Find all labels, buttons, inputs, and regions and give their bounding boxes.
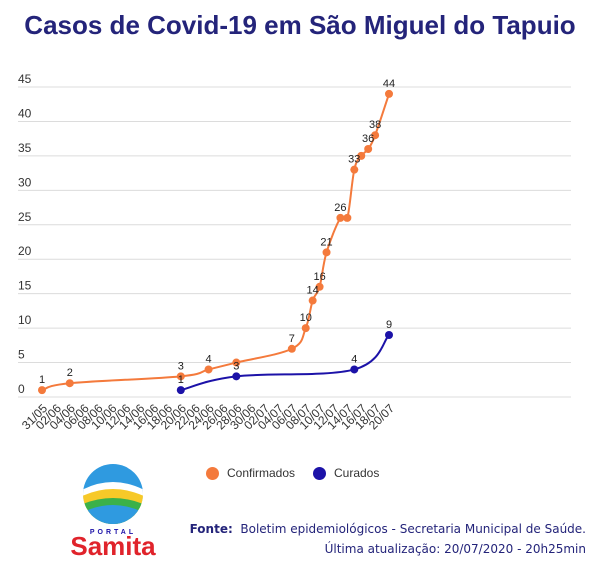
chart-title: Casos de Covid-19 em São Miguel do Tapui… xyxy=(24,10,576,40)
data-label: 36 xyxy=(362,133,374,145)
legend-item-confirmados[interactable]: Confirmados xyxy=(206,466,295,480)
data-label: 4 xyxy=(351,353,357,365)
y-tick-label: 20 xyxy=(18,244,32,258)
y-tick-label: 5 xyxy=(18,348,25,362)
data-point-confirmados[interactable] xyxy=(336,213,345,222)
source-label: Fonte: xyxy=(189,522,233,536)
data-point-curados[interactable] xyxy=(232,372,241,381)
line-chart: 0 5 10 15 20 25 30 35 40 45 31/0502/0604/0606/060… xyxy=(18,72,571,432)
data-label: 44 xyxy=(383,78,395,90)
data-label: 10 xyxy=(300,312,312,324)
data-label: 16 xyxy=(313,271,325,283)
data-label: 14 xyxy=(307,285,319,297)
data-point-confirmados[interactable] xyxy=(343,213,352,222)
data-point-confirmados[interactable] xyxy=(204,365,213,374)
legend-swatch-curados xyxy=(313,466,326,480)
y-tick-label: 40 xyxy=(18,106,32,120)
y-tick-label: 10 xyxy=(18,313,32,327)
data-label: 3 xyxy=(233,360,239,372)
data-point-confirmados[interactable] xyxy=(38,386,46,395)
data-label: 21 xyxy=(320,236,332,248)
y-axis-ticks: 0 5 10 15 20 25 30 35 40 45 xyxy=(18,72,32,396)
data-label: 33 xyxy=(348,154,360,166)
data-point-confirmados[interactable] xyxy=(357,151,366,160)
y-tick-label: 15 xyxy=(18,279,32,293)
data-point-confirmados[interactable] xyxy=(350,165,359,174)
data-point-curados[interactable] xyxy=(385,331,393,339)
portal-samita-logo: PORTAL Samita xyxy=(70,464,156,558)
data-point-confirmados[interactable] xyxy=(287,344,296,353)
y-tick-label: 35 xyxy=(18,141,32,155)
data-label: 3 xyxy=(178,360,184,372)
logo-samita-text: Samita xyxy=(70,531,156,558)
legend-swatch-confirmados xyxy=(206,466,219,480)
data-point-confirmados[interactable] xyxy=(308,296,317,305)
data-label: 26 xyxy=(334,202,346,214)
data-label: 1 xyxy=(39,374,45,386)
data-label: 1 xyxy=(178,374,184,386)
series-line-curados xyxy=(180,334,390,392)
data-point-confirmados[interactable] xyxy=(364,145,373,153)
data-point-confirmados[interactable] xyxy=(176,372,185,381)
data-label: 7 xyxy=(289,333,295,345)
y-tick-label: 45 xyxy=(18,72,32,86)
last-update-note: Última atualização: 20/07/2020 - 20h25mi… xyxy=(324,542,586,556)
data-point-confirmados[interactable] xyxy=(322,248,331,257)
x-axis-ticks: 31/0502/0604/0606/0608/0610/0612/0614/06… xyxy=(19,401,397,432)
data-label: 4 xyxy=(205,353,211,365)
y-tick-label: 25 xyxy=(18,210,32,224)
y-tick-label: 30 xyxy=(18,175,32,189)
data-point-confirmados[interactable] xyxy=(371,131,380,140)
data-point-curados[interactable] xyxy=(176,386,185,395)
grid-lines xyxy=(18,86,571,398)
data-point-confirmados[interactable] xyxy=(232,358,241,367)
data-point-confirmados[interactable] xyxy=(301,324,310,333)
series-line-confirmados xyxy=(41,93,390,392)
data-label: 38 xyxy=(369,119,381,131)
data-point-confirmados[interactable] xyxy=(315,282,324,291)
y-tick-label: 0 xyxy=(18,382,25,396)
data-point-curados[interactable] xyxy=(350,365,359,374)
legend-item-curados[interactable]: Curados xyxy=(313,466,379,480)
source-note: Fonte: Boletim epidemiológicos - Secreta… xyxy=(190,522,586,536)
data-point-confirmados[interactable] xyxy=(385,89,393,98)
series-lines xyxy=(41,93,390,392)
legend-label-curados: Curados xyxy=(334,466,380,480)
logo-portal-text: PORTAL xyxy=(90,529,136,536)
data-label: 2 xyxy=(67,367,73,379)
legend-label-confirmados: Confirmados xyxy=(227,466,296,480)
data-point-confirmados[interactable] xyxy=(65,379,74,388)
source-text: Boletim epidemiológicos - Secretaria Mun… xyxy=(240,522,586,536)
series-points xyxy=(38,89,393,395)
data-label: 9 xyxy=(386,319,392,331)
